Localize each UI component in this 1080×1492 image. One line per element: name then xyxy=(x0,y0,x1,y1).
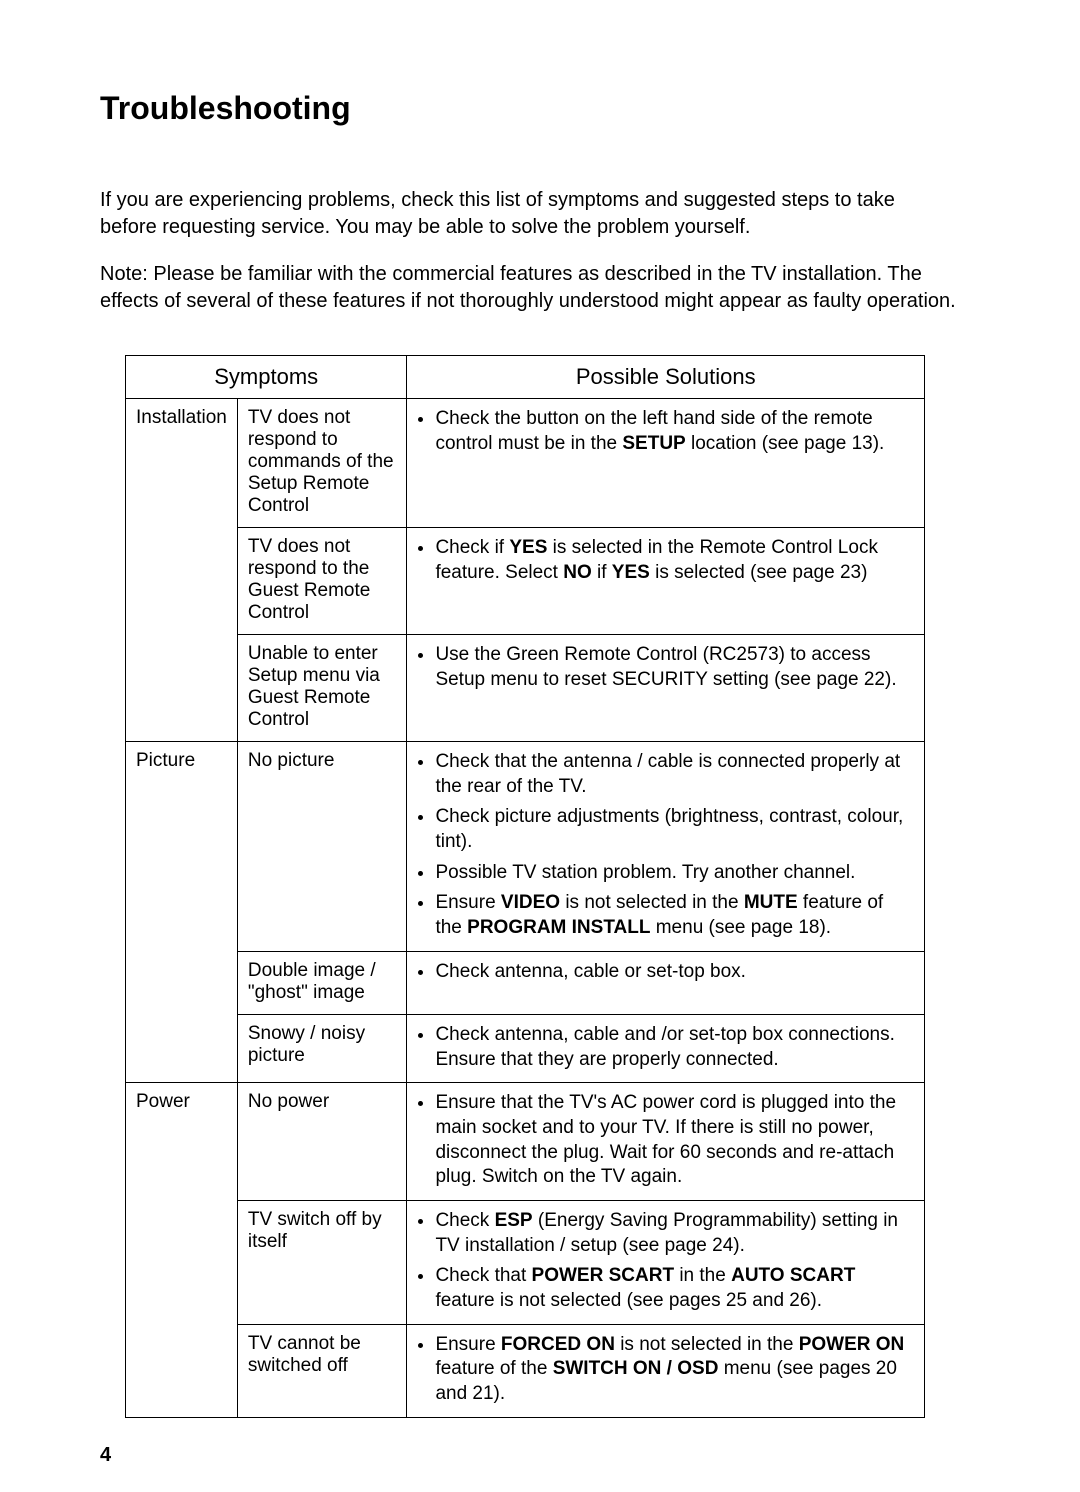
solution-list: Check the button on the left hand side o… xyxy=(417,407,914,456)
solution-item: Ensure FORCED ON is not selected in the … xyxy=(435,1333,914,1407)
solution-cell: Check antenna, cable and /or set-top box… xyxy=(407,1014,925,1082)
solution-item: Ensure VIDEO is not selected in the MUTE… xyxy=(435,891,914,940)
solution-item: Check if YES is selected in the Remote C… xyxy=(435,536,914,585)
table-row: PowerNo powerEnsure that the TV's AC pow… xyxy=(126,1083,925,1201)
category-cell: Installation xyxy=(126,399,238,742)
solution-item: Check ESP (Energy Saving Programmability… xyxy=(435,1209,914,1258)
solution-list: Check ESP (Energy Saving Programmability… xyxy=(417,1209,914,1314)
solution-cell: Check ESP (Energy Saving Programmability… xyxy=(407,1200,925,1324)
table-row: Double image / "ghost" image Check antenn… xyxy=(126,951,925,1014)
solution-cell: Use the Green Remote Control (RC2573) to… xyxy=(407,635,925,742)
note-paragraph: Note: Please be familiar with the commer… xyxy=(100,261,985,315)
intro-paragraph: If you are experiencing problems, check … xyxy=(100,187,920,241)
th-solutions: Possible Solutions xyxy=(407,356,925,399)
solution-cell: Ensure that the TV's AC power cord is pl… xyxy=(407,1083,925,1201)
solution-item: Check antenna, cable or set-top box. xyxy=(435,960,914,985)
symptom-cell: TV does not respond to the Guest Remote … xyxy=(237,528,407,635)
symptom-cell: Unable to enter Setup menu via Guest Rem… xyxy=(237,635,407,742)
solution-cell: Check that the antenna / cable is connec… xyxy=(407,742,925,952)
solution-list: Ensure FORCED ON is not selected in the … xyxy=(417,1333,914,1407)
solution-cell: Ensure FORCED ON is not selected in the … xyxy=(407,1324,925,1417)
solution-list: Ensure that the TV's AC power cord is pl… xyxy=(417,1091,914,1190)
table-row: PictureNo pictureCheck that the antenna … xyxy=(126,742,925,952)
symptom-cell: Double image / "ghost" image xyxy=(237,951,407,1014)
solution-item: Check that the antenna / cable is connec… xyxy=(435,750,914,799)
page-number: 4 xyxy=(100,1444,111,1467)
page-title: Troubleshooting xyxy=(100,90,985,127)
symptom-cell: No power xyxy=(237,1083,407,1201)
table-row: InstallationTV does not respond to comma… xyxy=(126,399,925,528)
table-row: TV cannot be switched off Ensure FORCED O… xyxy=(126,1324,925,1417)
table-row: Snowy / noisy picture Check antenna, cabl… xyxy=(126,1014,925,1082)
troubleshooting-table: Symptoms Possible Solutions Installation… xyxy=(125,355,925,1418)
solution-item: Check picture adjustments (brightness, c… xyxy=(435,805,914,854)
th-symptoms: Symptoms xyxy=(126,356,407,399)
solution-item: Possible TV station problem. Try another… xyxy=(435,861,914,886)
solution-cell: Check the button on the left hand side o… xyxy=(407,399,925,528)
solution-item: Check antenna, cable and /or set-top box… xyxy=(435,1023,914,1072)
symptom-cell: No picture xyxy=(237,742,407,952)
solution-list: Check antenna, cable and /or set-top box… xyxy=(417,1023,914,1072)
solution-item: Check that POWER SCART in the AUTO SCART… xyxy=(435,1264,914,1313)
solution-item: Use the Green Remote Control (RC2573) to… xyxy=(435,643,914,692)
table-header-row: Symptoms Possible Solutions xyxy=(126,356,925,399)
category-cell: Power xyxy=(126,1083,238,1418)
symptom-cell: TV cannot be switched off xyxy=(237,1324,407,1417)
solution-item: Check the button on the left hand side o… xyxy=(435,407,914,456)
table-row: TV does not respond to the Guest Remote … xyxy=(126,528,925,635)
solution-list: Check that the antenna / cable is connec… xyxy=(417,750,914,941)
solution-list: Use the Green Remote Control (RC2573) to… xyxy=(417,643,914,692)
table-body: InstallationTV does not respond to comma… xyxy=(126,399,925,1418)
solution-list: Check if YES is selected in the Remote C… xyxy=(417,536,914,585)
symptom-cell: TV does not respond to commands of the S… xyxy=(237,399,407,528)
symptom-cell: TV switch off by itself xyxy=(237,1200,407,1324)
category-cell: Picture xyxy=(126,742,238,1083)
solution-cell: Check antenna, cable or set-top box. xyxy=(407,951,925,1014)
solution-cell: Check if YES is selected in the Remote C… xyxy=(407,528,925,635)
symptom-cell: Snowy / noisy picture xyxy=(237,1014,407,1082)
page: Troubleshooting If you are experiencing … xyxy=(0,0,1080,1492)
table-row: TV switch off by itself Check ESP (Energy… xyxy=(126,1200,925,1324)
table-row: Unable to enter Setup menu via Guest Rem… xyxy=(126,635,925,742)
solution-item: Ensure that the TV's AC power cord is pl… xyxy=(435,1091,914,1190)
solution-list: Check antenna, cable or set-top box. xyxy=(417,960,914,985)
